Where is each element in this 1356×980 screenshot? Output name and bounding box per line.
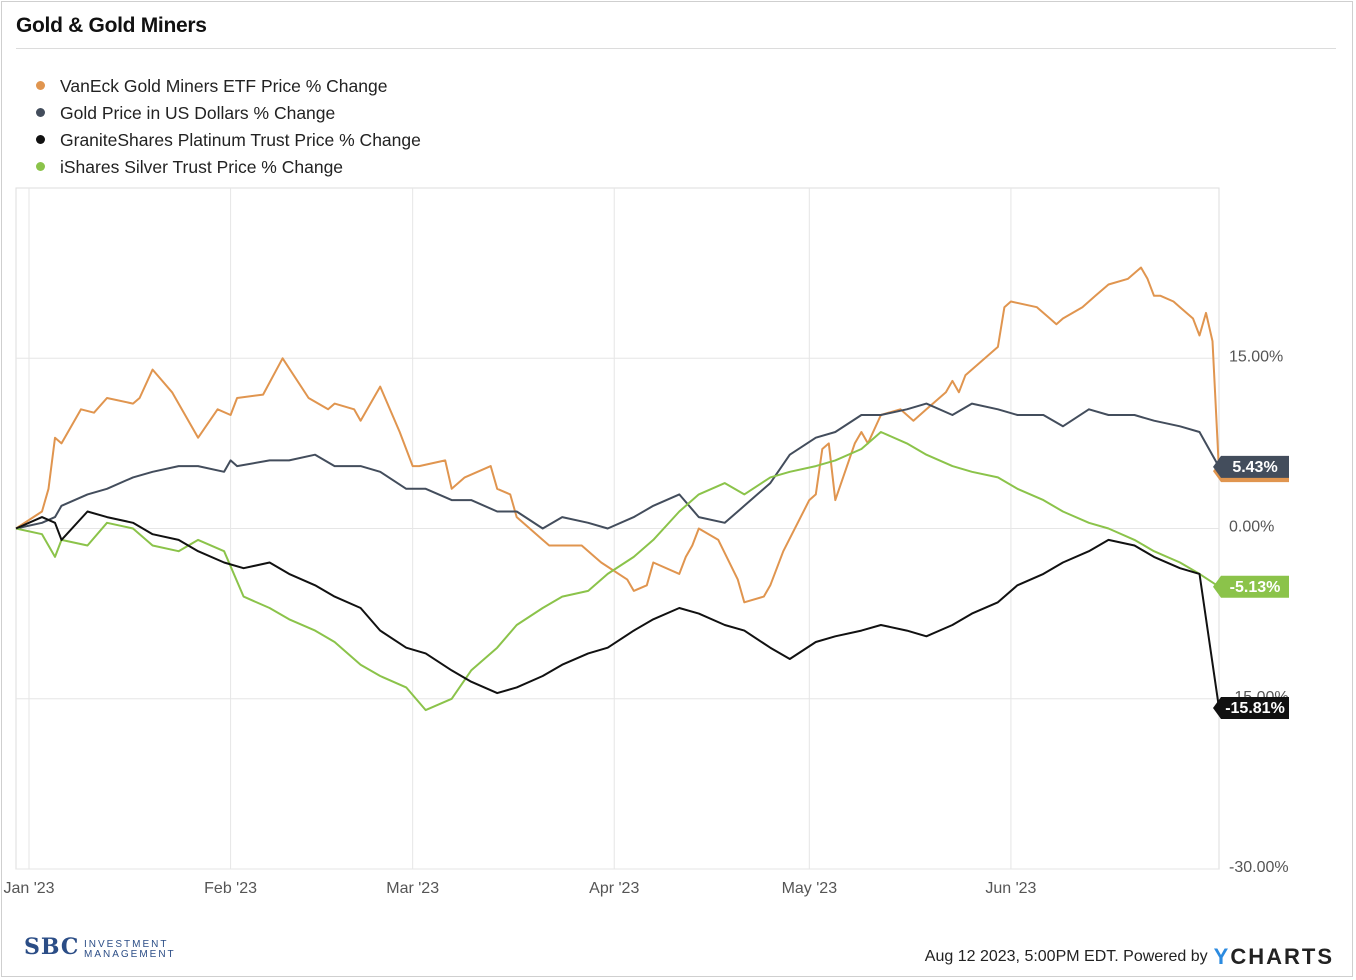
chart-title: Gold & Gold Miners [16,14,207,37]
ycharts-logo-text: CHARTS [1230,944,1334,969]
legend-label: Gold Price in US Dollars % Change [60,103,336,123]
logo-line-2: MANAGEMENT [84,949,176,960]
end-label-tag-3 [1213,575,1289,598]
legend-item-gdx[interactable]: VanEck Gold Miners ETF Price % Change [34,74,421,101]
legend-item-gold[interactable]: Gold Price in US Dollars % Change [34,101,421,128]
legend-item-platinum[interactable]: GraniteShares Platinum Trust Price % Cha… [34,128,421,155]
x-tick-label: May '23 [782,880,838,897]
logo-line-1: INVESTMENT [84,939,169,950]
ycharts-logo-y: Y [1213,944,1231,969]
end-label-2: -15.81% [1225,700,1285,717]
series-line-1 [15,402,1220,530]
legend-label: GraniteShares Platinum Trust Price % Cha… [60,130,421,150]
ycharts-logo[interactable]: YCHARTS [1214,944,1334,970]
logo-mark: SBC [24,934,80,960]
end-label-tag-2 [1213,696,1289,719]
x-tick-label: Apr '23 [589,880,639,897]
y-tick-label: 0.00% [1229,519,1274,536]
title-divider [16,48,1336,49]
legend-dot-icon [36,81,45,90]
end-label-3: -5.13% [1230,579,1281,596]
x-tick-label: Jan '23 [3,880,54,897]
series-line-3 [15,431,1220,712]
sbc-logo: SBC INVESTMENT MANAGEMENT [22,932,182,966]
legend-dot-icon [36,135,45,144]
legend-label: VanEck Gold Miners ETF Price % Change [60,76,388,96]
x-tick-label: Jun '23 [985,880,1036,897]
legend: VanEck Gold Miners ETF Price % Change Go… [34,74,421,182]
x-tick-label: Feb '23 [204,880,257,897]
end-label-tag-1 [1213,455,1289,478]
series-line-2 [15,510,1220,709]
footer-attribution: Aug 12 2023, 5:00PM EDT. Powered by YCHA… [925,944,1334,970]
legend-label: iShares Silver Trust Price % Change [60,157,344,177]
x-tick-label: Mar '23 [386,880,439,897]
y-tick-label: -30.00% [1229,859,1289,876]
series-line-0 [15,266,1220,604]
legend-dot-icon [36,108,45,117]
legend-item-silver[interactable]: iShares Silver Trust Price % Change [34,155,421,182]
footer-timestamp: Aug 12 2023, 5:00PM EDT. Powered by [924,948,1208,965]
y-tick-label: 15.00% [1229,348,1283,365]
legend-dot-icon [36,162,45,171]
end-label-1: 5.43% [1232,459,1277,476]
